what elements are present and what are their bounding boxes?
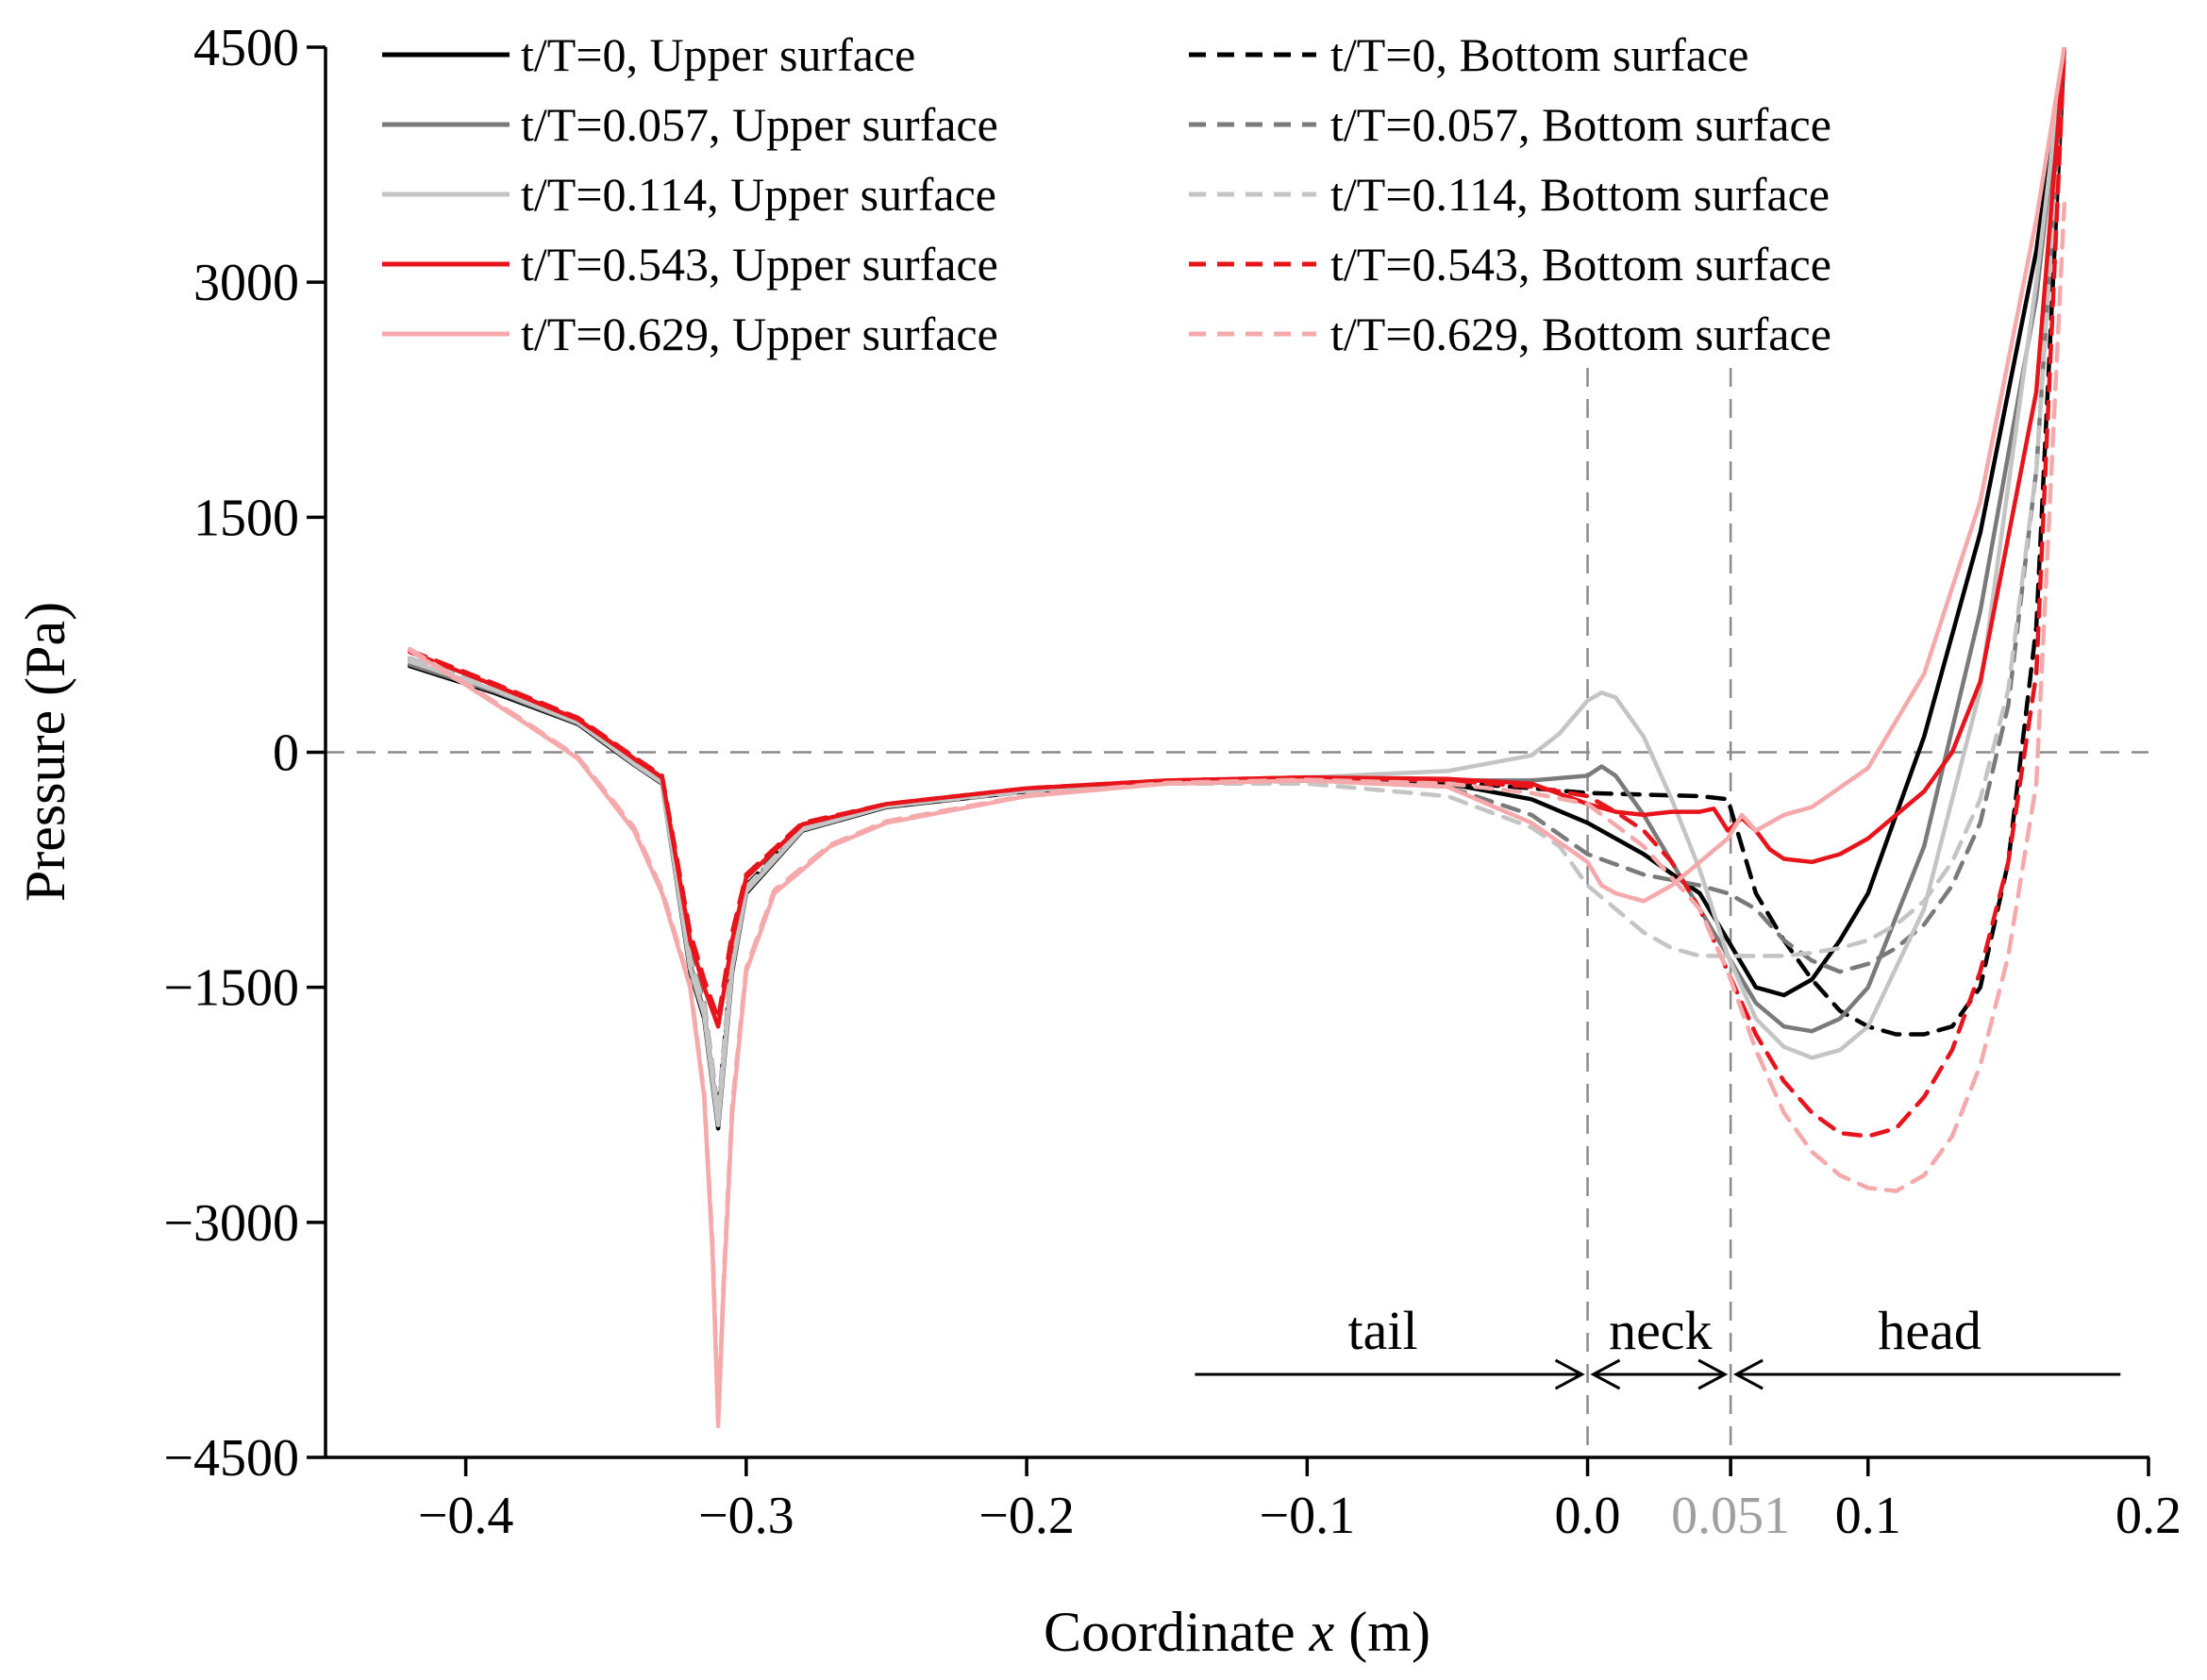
y-axis-title: Pressure (Pa): [14, 602, 76, 902]
x-tick-label: 0.1: [1835, 1487, 1901, 1545]
x-tick-label: 0.0: [1555, 1487, 1621, 1545]
y-tick-label: −4500: [163, 1429, 299, 1488]
region-label: head: [1878, 1300, 1981, 1361]
legend-label: t/T=0.114, Bottom surface: [1330, 168, 1830, 221]
x-tick-label: −0.3: [698, 1487, 794, 1545]
series-line: [407, 47, 2067, 1139]
y-tick-label: 1500: [193, 489, 299, 547]
region-label: tail: [1348, 1300, 1418, 1361]
y-tick-label: 0: [273, 724, 299, 783]
series-layer: [407, 47, 2067, 1429]
region-arrowhead: [1697, 1358, 1729, 1390]
x-tick-label: −0.1: [1260, 1487, 1356, 1545]
x-axis-title: Coordinate x (m): [1044, 1601, 1430, 1663]
legend-label: t/T=0.543, Upper surface: [521, 238, 998, 291]
legend: t/T=0, Upper surface t/T=0, Bottom surfac…: [382, 28, 1831, 360]
region-label: neck: [1609, 1300, 1713, 1361]
y-tick-label: −1500: [163, 959, 299, 1018]
legend-label: t/T=0, Upper surface: [521, 28, 915, 81]
y-tick-label: −3000: [163, 1194, 299, 1253]
legend-label: t/T=0.543, Bottom surface: [1330, 238, 1831, 291]
legend-label: t/T=0.057, Bottom surface: [1330, 98, 1831, 151]
region-arrowhead: [1590, 1358, 1621, 1390]
x-tick-label: 0.051: [1671, 1487, 1790, 1545]
region-arrowhead: [1554, 1358, 1585, 1390]
series-line: [407, 201, 2067, 1421]
legend-label: t/T=0.114, Upper surface: [521, 168, 996, 221]
legend-label: t/T=0.629, Bottom surface: [1330, 308, 1831, 360]
legend-label: t/T=0, Bottom surface: [1330, 28, 1748, 81]
series-line: [407, 47, 2067, 1117]
y-tick-label: 4500: [193, 19, 299, 77]
x-axis-title-prefix: Coordinate: [1044, 1601, 1310, 1663]
legend-label: t/T=0.057, Upper surface: [521, 98, 998, 151]
x-axis-title-suffix: (m): [1334, 1601, 1430, 1663]
x-tick-label: −0.4: [418, 1487, 514, 1545]
region-annotations: tail neck head: [1195, 1300, 2121, 1390]
x-tick-label: 0.2: [2115, 1487, 2182, 1545]
reference-lines: [326, 368, 2148, 1457]
series-line: [407, 47, 2067, 1029]
y-tick-label: 3000: [193, 254, 299, 312]
axes: 4500 3000 1500 0 −1500 −3000 −4500 −0.4 −0.3 −0.2…: [163, 19, 2182, 1545]
legend-label: t/T=0.629, Upper surface: [521, 308, 998, 360]
x-axis-title-variable: x: [1309, 1601, 1335, 1663]
series-line: [407, 47, 2067, 1115]
series-line: [407, 47, 2067, 1128]
x-tick-label: −0.2: [978, 1487, 1075, 1545]
region-arrowhead: [1732, 1358, 1764, 1390]
